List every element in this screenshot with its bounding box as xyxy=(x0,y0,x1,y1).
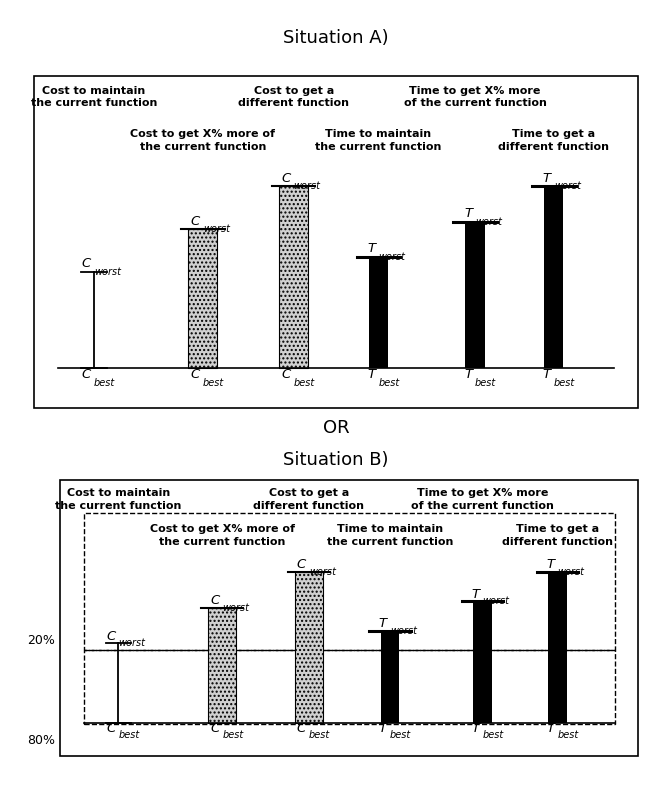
Bar xyxy=(544,186,563,368)
Text: T: T xyxy=(367,242,375,255)
Bar xyxy=(295,572,323,723)
Text: C: C xyxy=(297,722,306,735)
Text: best: best xyxy=(378,378,400,388)
Text: C: C xyxy=(106,630,116,642)
Bar xyxy=(83,513,616,650)
Text: best: best xyxy=(482,730,503,740)
Text: T: T xyxy=(379,722,387,735)
Text: T: T xyxy=(464,207,472,220)
Text: Situation B): Situation B) xyxy=(284,451,388,469)
Text: Cost to maintain
the current function: Cost to maintain the current function xyxy=(55,488,181,510)
Bar xyxy=(208,607,236,723)
Text: OR: OR xyxy=(323,419,349,437)
Text: worst: worst xyxy=(482,596,509,606)
Bar xyxy=(369,257,388,368)
Text: 80%: 80% xyxy=(27,734,54,747)
Text: worst: worst xyxy=(554,182,581,191)
Text: C: C xyxy=(210,722,219,735)
Text: T: T xyxy=(471,722,479,735)
Text: worst: worst xyxy=(309,567,336,577)
Text: best: best xyxy=(94,378,116,388)
Bar xyxy=(380,630,399,723)
Text: Cost to get X% more of
the current function: Cost to get X% more of the current funct… xyxy=(150,524,295,546)
Text: Cost to get a
different function: Cost to get a different function xyxy=(238,86,349,108)
Text: Time to maintain
the current function: Time to maintain the current function xyxy=(315,129,442,151)
Text: Time to get a
different function: Time to get a different function xyxy=(498,129,610,151)
Text: C: C xyxy=(191,214,200,227)
Text: Cost to get a
different function: Cost to get a different function xyxy=(253,488,364,510)
Bar xyxy=(466,222,485,368)
Text: best: best xyxy=(475,378,497,388)
Text: C: C xyxy=(106,722,116,735)
Text: worst: worst xyxy=(558,567,585,577)
Text: T: T xyxy=(471,588,479,601)
Text: worst: worst xyxy=(294,182,321,191)
Bar xyxy=(279,186,308,368)
Bar xyxy=(83,650,616,724)
Text: worst: worst xyxy=(203,224,230,234)
Bar xyxy=(473,602,492,723)
Text: T: T xyxy=(464,368,472,382)
Text: worst: worst xyxy=(94,267,121,278)
Text: best: best xyxy=(309,730,330,740)
Text: best: best xyxy=(294,378,315,388)
Text: Cost to get X% more of
the current function: Cost to get X% more of the current funct… xyxy=(130,129,276,151)
Text: C: C xyxy=(82,258,91,270)
Text: C: C xyxy=(210,594,219,607)
Text: worst: worst xyxy=(222,602,249,613)
Text: best: best xyxy=(203,378,224,388)
Bar xyxy=(548,572,566,723)
Text: 20%: 20% xyxy=(27,634,54,647)
Text: Time to get a
different function: Time to get a different function xyxy=(502,524,613,546)
Text: T: T xyxy=(379,617,387,630)
Text: worst: worst xyxy=(390,626,417,635)
Text: best: best xyxy=(390,730,411,740)
Text: Cost to maintain
the current function: Cost to maintain the current function xyxy=(31,86,157,108)
Text: Time to get X% more
of the current function: Time to get X% more of the current funct… xyxy=(404,86,546,108)
Text: C: C xyxy=(191,368,200,382)
Text: C: C xyxy=(282,172,291,185)
Text: Time to maintain
the current function: Time to maintain the current function xyxy=(327,524,453,546)
Text: T: T xyxy=(546,722,554,735)
Text: worst: worst xyxy=(118,638,145,648)
Text: best: best xyxy=(118,730,140,740)
Text: worst: worst xyxy=(475,217,502,227)
Text: T: T xyxy=(542,368,551,382)
Text: Situation A): Situation A) xyxy=(283,29,389,47)
Text: worst: worst xyxy=(378,252,405,262)
Text: C: C xyxy=(297,558,306,571)
Text: T: T xyxy=(546,558,554,571)
Text: C: C xyxy=(82,368,91,382)
Text: T: T xyxy=(367,368,375,382)
Text: C: C xyxy=(282,368,291,382)
Text: T: T xyxy=(542,172,551,185)
Text: best: best xyxy=(222,730,243,740)
Text: best: best xyxy=(558,730,579,740)
Bar xyxy=(188,230,218,368)
Text: best: best xyxy=(554,378,575,388)
Text: Time to get X% more
of the current function: Time to get X% more of the current funct… xyxy=(411,488,554,510)
